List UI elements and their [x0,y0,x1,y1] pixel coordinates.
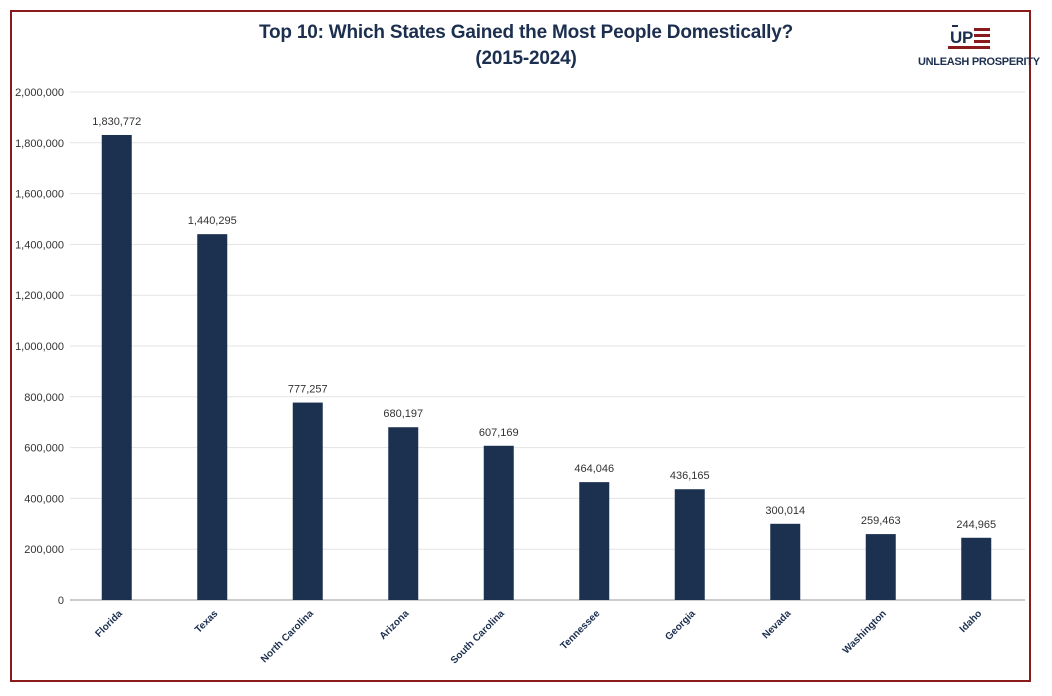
y-tick-label: 1,600,000 [15,189,64,201]
data-label: 607,169 [479,427,519,439]
data-label: 680,197 [383,408,423,420]
x-tick-label: South Carolina [449,608,507,666]
bar [865,534,896,600]
y-tick-label: 1,200,000 [15,290,64,302]
svg-text:U: U [950,28,962,47]
y-tick-label: 200,000 [24,544,64,556]
chart-title: Top 10: Which States Gained the Most Peo… [258,22,794,43]
y-tick-label: 1,000,000 [15,341,64,353]
svg-text:P: P [962,28,973,47]
x-tick-label: Tennessee [559,608,603,652]
y-tick-label: 400,000 [24,493,64,505]
y-tick-label: 800,000 [24,392,64,404]
x-tick-label: Nevada [760,608,793,641]
y-tick-label: 2,000,000 [15,87,64,99]
x-tick-label: Georgia [663,608,698,643]
flag-mark-icon: U P [948,25,990,49]
data-label: 244,965 [956,519,996,531]
x-tick-label: Idaho [958,608,985,635]
bar [770,523,801,600]
bar [961,537,992,600]
bar [483,445,514,600]
data-label: 259,463 [861,515,901,527]
y-tick-label: 1,400,000 [15,239,64,251]
data-label: 1,830,772 [92,116,141,128]
x-tick-label: Washington [841,608,889,656]
x-tick-label: Arizona [378,608,412,642]
unleash-prosperity-logo: U P UNLEASH PROSPERITY [918,22,1040,74]
y-tick-label: 1,800,000 [15,138,64,150]
x-tick-label: Florida [94,608,126,640]
bar [674,489,705,600]
logo-text: UNLEASH PROSPERITY [918,56,1040,68]
x-tick-label: Texas [193,608,221,636]
data-label: 300,014 [765,505,805,517]
y-tick-label: 0 [58,595,64,607]
bar [101,134,132,600]
chart-title-block: Top 10: Which States Gained the Most Peo… [0,20,1052,72]
data-label: 777,257 [288,384,328,396]
chart-subtitle: (2015-2024) [475,48,577,69]
bar [292,402,323,600]
data-label: 436,165 [670,470,710,482]
bar [579,482,610,600]
bar [197,234,228,600]
data-label: 1,440,295 [188,215,237,227]
x-tick-label: North Carolina [259,608,316,665]
data-label: 464,046 [574,463,614,475]
y-tick-label: 600,000 [24,443,64,455]
bar [388,427,419,600]
